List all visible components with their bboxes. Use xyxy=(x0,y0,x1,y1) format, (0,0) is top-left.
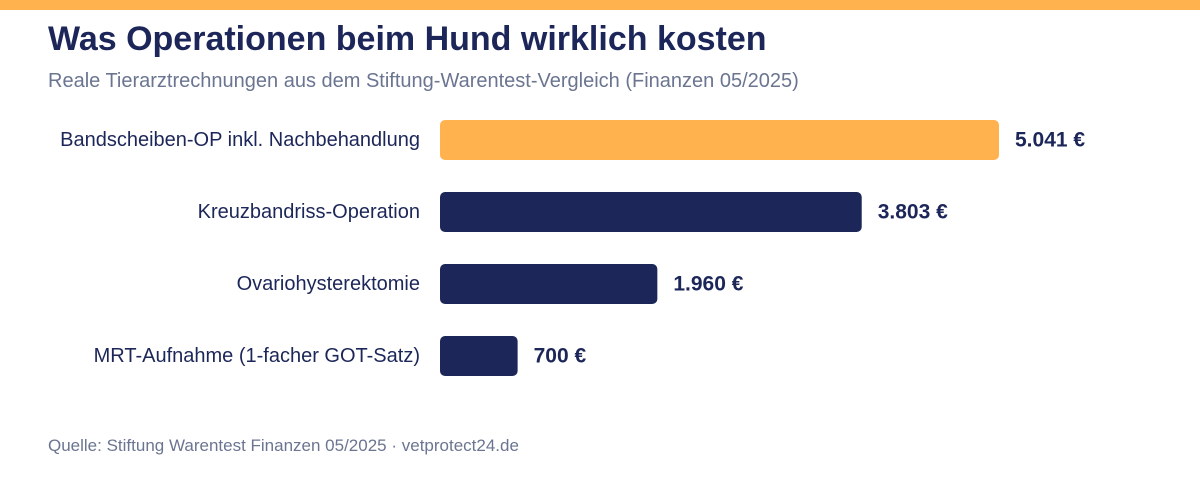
value-label: 700 € xyxy=(534,345,587,368)
value-label: 1.960 € xyxy=(673,273,743,296)
chart-subtitle: Reale Tierarztrechnungen aus dem Stiftun… xyxy=(48,70,799,92)
category-label: Kreuzbandriss-Operation xyxy=(198,201,420,223)
chart-title: Was Operationen beim Hund wirklich koste… xyxy=(48,20,767,58)
bar xyxy=(440,336,518,376)
value-label: 5.041 € xyxy=(1015,129,1085,152)
bar xyxy=(440,192,862,232)
bar xyxy=(440,120,999,160)
bar-chart: Bandscheiben-OP inkl. Nachbehandlung 5.04… xyxy=(60,120,1085,376)
category-label: Ovariohysterektomie xyxy=(237,273,420,295)
value-label: 3.803 € xyxy=(878,201,948,224)
accent-top-bar xyxy=(0,0,1200,10)
bar xyxy=(440,264,658,304)
category-label: MRT-Aufnahme (1-facher GOT-Satz) xyxy=(94,345,420,367)
category-label: Bandscheiben-OP inkl. Nachbehandlung xyxy=(60,129,420,151)
source-note: Quelle: Stiftung Warentest Finanzen 05/2… xyxy=(48,436,519,455)
